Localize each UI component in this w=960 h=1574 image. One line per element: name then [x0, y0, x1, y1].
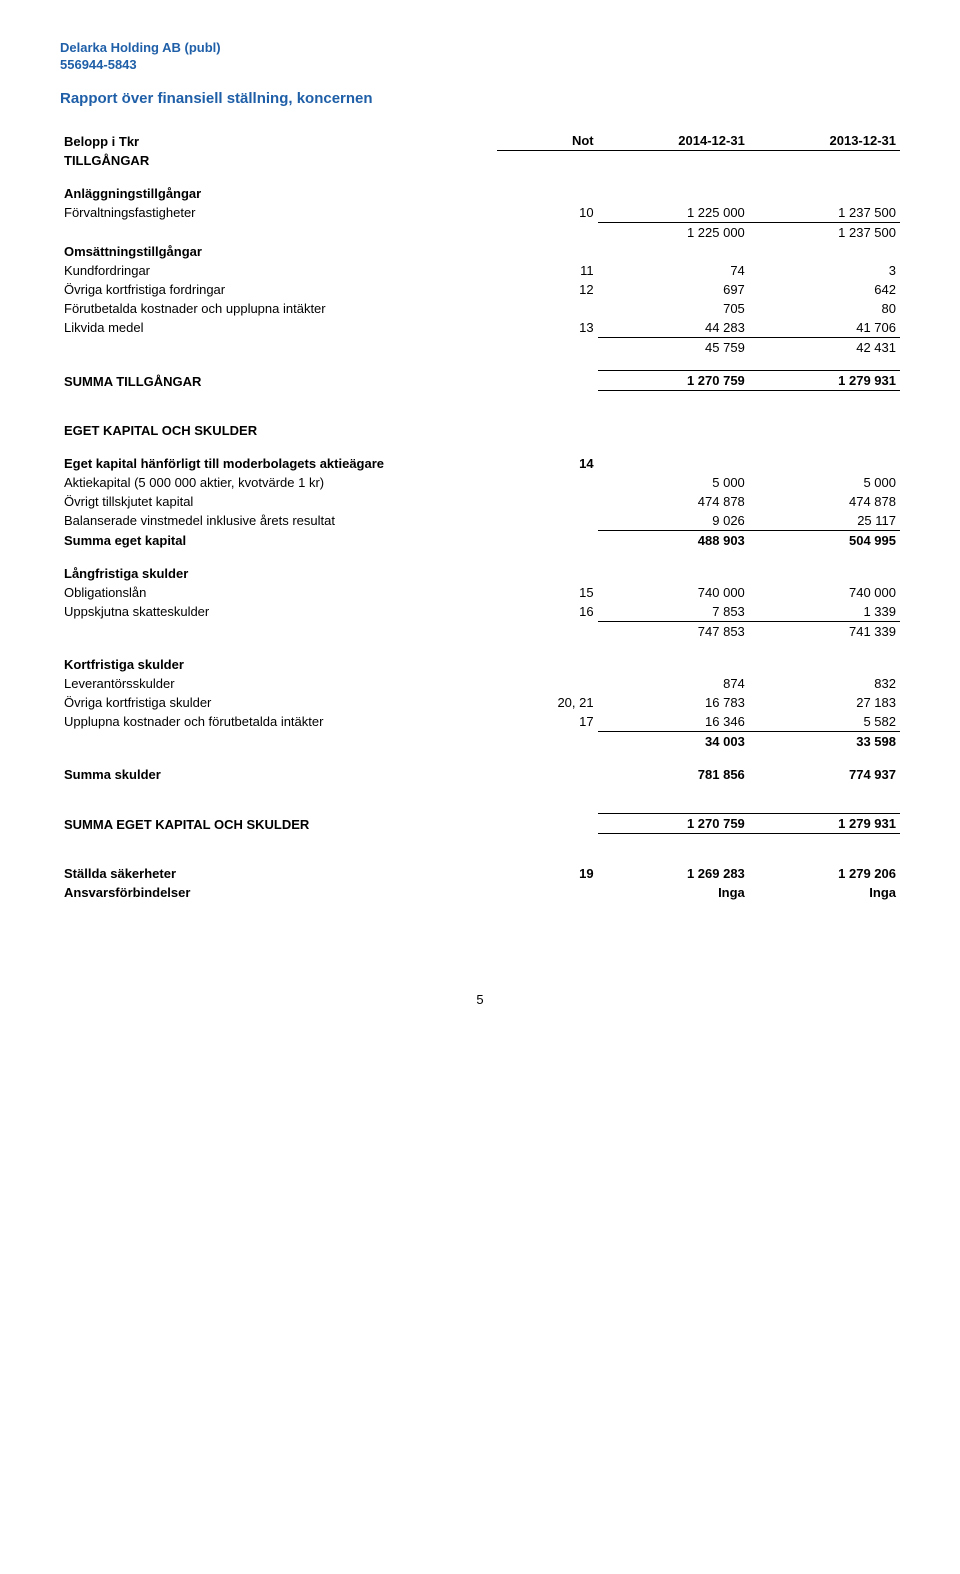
section-tillgangar: TILLGÅNGAR [60, 151, 900, 170]
org-number: 556944-5843 [60, 57, 900, 72]
col-2013: 2013-12-31 [749, 131, 900, 151]
row-summa-tillgangar: SUMMA TILLGÅNGAR 1 270 759 1 279 931 [60, 371, 900, 391]
row-ovrigt-tillskjutet: Övrigt tillskjutet kapital 474 878 474 8… [60, 492, 900, 511]
page-number: 5 [60, 992, 900, 1007]
row-upplupna: Upplupna kostnader och förutbetalda intä… [60, 712, 900, 732]
row-aktiekapital: Aktiekapital (5 000 000 aktier, kvotvärd… [60, 473, 900, 492]
row-summa-skulder: Summa skulder 781 856 774 937 [60, 765, 900, 784]
section-eget-moderbolag: Eget kapital hänförligt till moderbolage… [60, 454, 900, 473]
section-kortfristiga: Kortfristiga skulder [60, 655, 900, 674]
row-omsattning-sum: 45 759 42 431 [60, 337, 900, 357]
column-header-row: Belopp i Tkr Not 2014-12-31 2013-12-31 [60, 131, 900, 151]
row-kundfordringar: Kundfordringar 11 74 3 [60, 261, 900, 280]
col-not: Not [497, 131, 598, 151]
row-uppskjutna-skatt: Uppskjutna skatteskulder 16 7 853 1 339 [60, 602, 900, 622]
row-langfristiga-sum: 747 853 741 339 [60, 621, 900, 641]
row-ovriga-kf-skulder: Övriga kortfristiga skulder 20, 21 16 78… [60, 693, 900, 712]
row-anlaggning-sum: 1 225 000 1 237 500 [60, 222, 900, 242]
section-langfristiga: Långfristiga skulder [60, 564, 900, 583]
section-anlaggning: Anläggningstillgångar [60, 184, 900, 203]
balance-sheet-table: Belopp i Tkr Not 2014-12-31 2013-12-31 T… [60, 131, 900, 902]
section-eget-skulder: EGET KAPITAL OCH SKULDER [60, 421, 900, 440]
col-label: Belopp i Tkr [60, 131, 497, 151]
row-summa-eget: Summa eget kapital 488 903 504 995 [60, 530, 900, 550]
row-likvida: Likvida medel 13 44 283 41 706 [60, 318, 900, 338]
row-forvaltningsfastigheter: Förvaltningsfastigheter 10 1 225 000 1 2… [60, 203, 900, 223]
row-leverantor: Leverantörsskulder 874 832 [60, 674, 900, 693]
row-balanserade: Balanserade vinstmedel inklusive årets r… [60, 511, 900, 531]
row-stallda: Ställda säkerheter 19 1 269 283 1 279 20… [60, 864, 900, 883]
row-forutbetalda: Förutbetalda kostnader och upplupna intä… [60, 299, 900, 318]
row-obligationslan: Obligationslån 15 740 000 740 000 [60, 583, 900, 602]
section-omsattning: Omsättningstillgångar [60, 242, 900, 261]
row-summa-eget-skulder: SUMMA EGET KAPITAL OCH SKULDER 1 270 759… [60, 814, 900, 834]
company-name: Delarka Holding AB (publ) [60, 40, 900, 55]
col-2014: 2014-12-31 [598, 131, 749, 151]
row-ansvars: Ansvarsförbindelser Inga Inga [60, 883, 900, 902]
report-title: Rapport över finansiell ställning, konce… [60, 90, 900, 107]
row-ovriga-kf-fordringar: Övriga kortfristiga fordringar 12 697 64… [60, 280, 900, 299]
row-kortfristiga-sum: 34 003 33 598 [60, 731, 900, 751]
